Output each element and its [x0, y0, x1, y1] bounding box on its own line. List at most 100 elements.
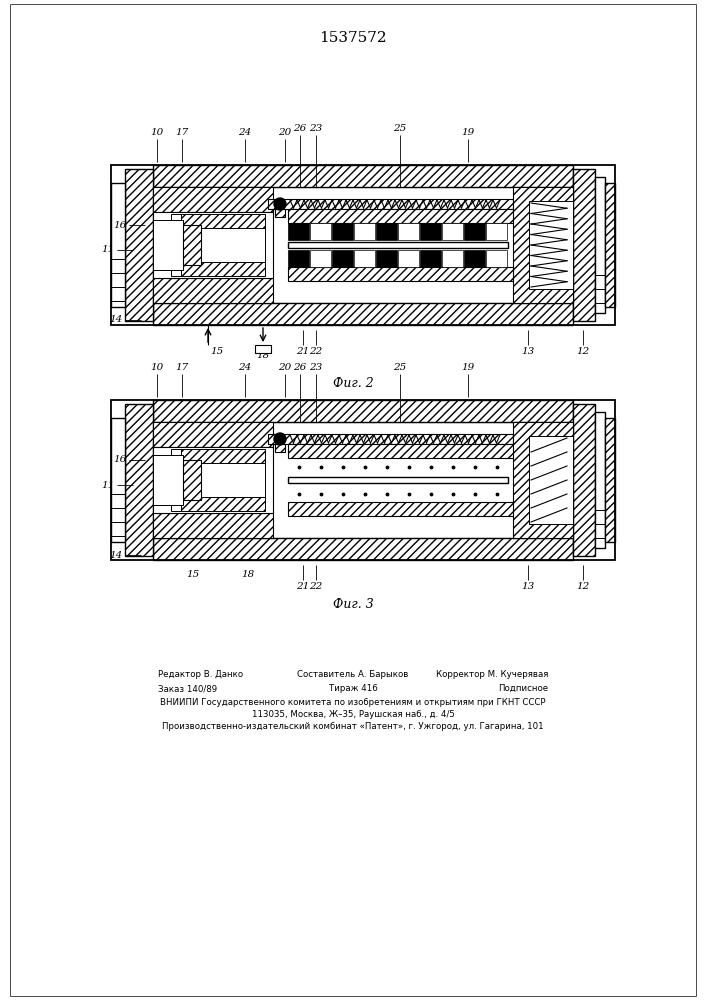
Bar	[268, 434, 513, 444]
Bar	[288, 444, 528, 458]
Bar	[354, 223, 375, 240]
Bar	[111, 183, 125, 307]
Bar	[181, 228, 265, 262]
Bar	[153, 220, 183, 270]
Circle shape	[274, 433, 286, 445]
Text: 11: 11	[102, 481, 115, 489]
Text: 21: 21	[296, 582, 310, 591]
Text: 16: 16	[114, 221, 127, 230]
Bar	[275, 444, 285, 452]
Bar	[288, 209, 528, 223]
Bar	[288, 223, 309, 240]
Bar	[111, 165, 615, 325]
Text: 22: 22	[310, 347, 322, 356]
Text: Редактор В. Данко: Редактор В. Данко	[158, 670, 243, 679]
Text: 19: 19	[462, 363, 474, 372]
Bar	[288, 250, 309, 267]
Text: ВНИИПИ Государственного комитета по изобретениям и открытиям при ГКНТ СССР: ВНИИПИ Государственного комитета по изоб…	[160, 698, 546, 707]
Bar	[442, 250, 463, 267]
Bar	[513, 187, 573, 303]
Text: 17: 17	[175, 128, 189, 137]
Bar	[529, 436, 573, 524]
Text: 23: 23	[310, 124, 322, 133]
Text: 15: 15	[210, 347, 223, 356]
Bar	[153, 422, 573, 538]
Bar	[529, 201, 573, 289]
Circle shape	[274, 198, 286, 210]
Bar	[288, 477, 508, 483]
Bar	[125, 169, 153, 321]
Text: Тираж 416: Тираж 416	[329, 684, 378, 693]
Text: Корректор М. Кучерявая: Корректор М. Кучерявая	[436, 670, 548, 679]
Bar	[268, 199, 513, 209]
Text: 14: 14	[110, 550, 123, 560]
Bar	[181, 463, 265, 497]
Bar	[573, 404, 595, 556]
Bar	[464, 223, 485, 240]
Bar	[595, 412, 605, 548]
Bar	[183, 225, 201, 265]
Bar	[486, 250, 507, 267]
Bar	[111, 400, 615, 560]
Bar	[605, 418, 615, 542]
Text: 12: 12	[576, 582, 590, 591]
Bar	[153, 303, 573, 325]
Bar	[376, 223, 397, 240]
Text: Подписное: Подписное	[498, 684, 548, 693]
Bar	[464, 250, 485, 267]
Bar	[573, 169, 595, 321]
Bar	[310, 223, 331, 240]
Text: 14: 14	[110, 316, 123, 324]
Bar	[376, 250, 397, 267]
Text: 21: 21	[296, 347, 310, 356]
Bar	[181, 449, 265, 463]
Text: 25: 25	[393, 363, 407, 372]
Text: Фиг. 2: Фиг. 2	[332, 377, 373, 390]
Bar	[181, 497, 265, 511]
Bar	[288, 502, 528, 516]
Bar	[420, 250, 441, 267]
Bar	[181, 214, 265, 228]
Bar	[595, 177, 605, 313]
Text: 24: 24	[238, 128, 252, 137]
Bar	[420, 223, 441, 240]
Text: 13: 13	[521, 347, 534, 356]
Bar	[153, 212, 273, 278]
Bar	[153, 187, 273, 212]
Bar	[513, 422, 573, 538]
Bar	[288, 242, 508, 248]
Text: 26: 26	[293, 124, 307, 133]
Text: 20: 20	[279, 128, 291, 137]
Text: Производственно-издательский комбинат «Патент», г. Ужгород, ул. Гагарина, 101: Производственно-издательский комбинат «П…	[162, 722, 544, 731]
Bar	[153, 455, 183, 505]
Bar	[398, 250, 419, 267]
Bar	[153, 447, 273, 513]
Bar	[288, 267, 528, 281]
Text: Фиг. 3: Фиг. 3	[332, 598, 373, 611]
Bar	[354, 250, 375, 267]
Bar	[153, 538, 573, 560]
Text: 15: 15	[187, 570, 199, 579]
Bar	[153, 513, 273, 538]
Text: 1537572: 1537572	[319, 31, 387, 45]
Bar	[171, 214, 181, 276]
Text: 10: 10	[151, 128, 163, 137]
Text: 12: 12	[576, 347, 590, 356]
Bar	[310, 250, 331, 267]
Text: 18: 18	[241, 570, 255, 579]
Bar	[332, 250, 353, 267]
Bar	[153, 400, 573, 422]
Text: 11: 11	[102, 245, 115, 254]
Bar	[171, 449, 181, 511]
Bar	[486, 223, 507, 240]
Bar	[605, 183, 615, 307]
Text: 17: 17	[175, 363, 189, 372]
Text: 19: 19	[462, 128, 474, 137]
Bar	[183, 460, 201, 500]
Text: 23: 23	[310, 363, 322, 372]
Bar	[111, 418, 125, 542]
Text: 20: 20	[279, 363, 291, 372]
Bar	[255, 345, 271, 353]
Bar	[153, 165, 573, 187]
Bar	[125, 404, 153, 556]
